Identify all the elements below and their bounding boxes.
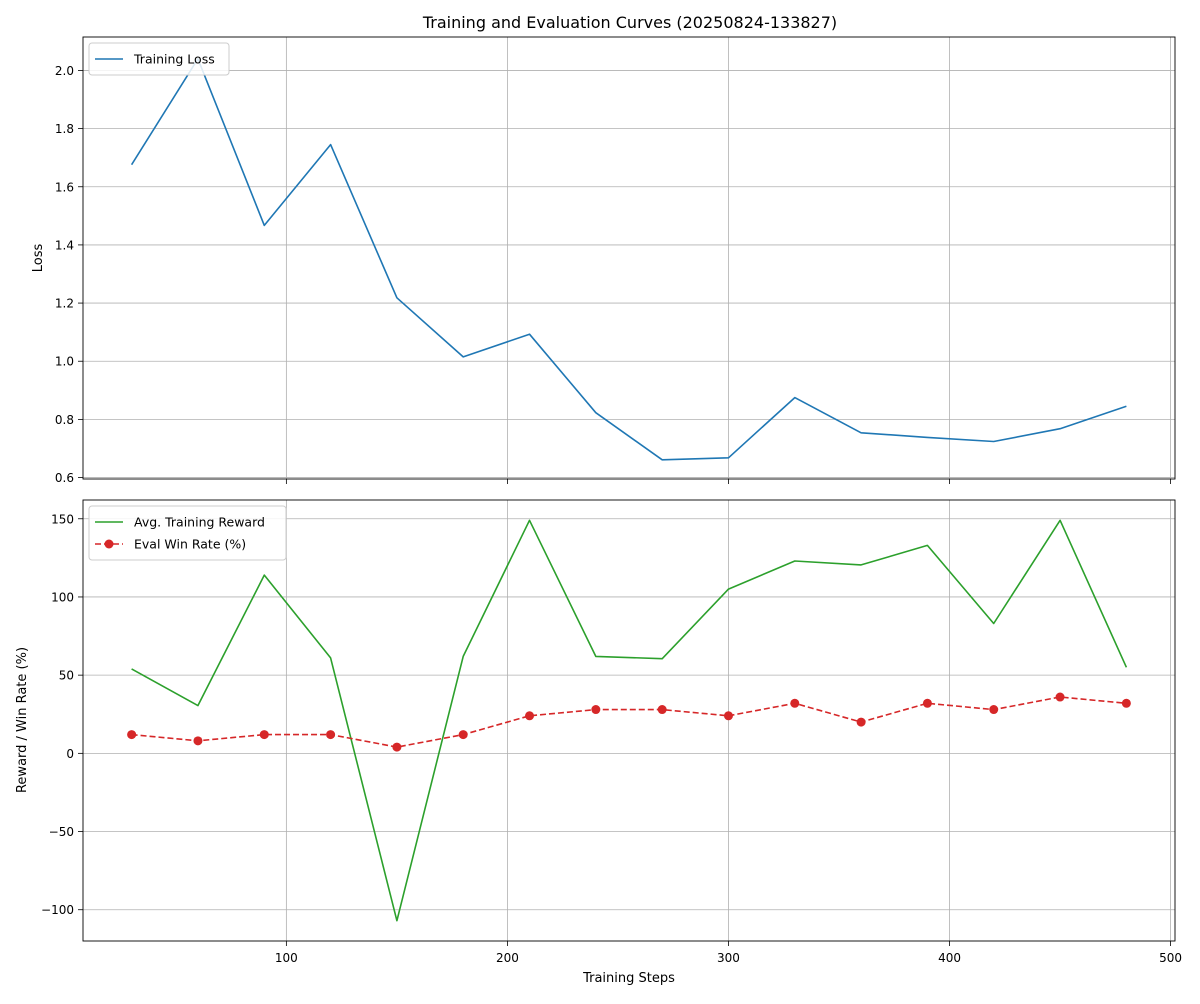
reward-xtick-label: 200 [496,951,519,965]
winrate-point [856,717,866,727]
reward-ylabel: Reward / Win Rate (%) [15,647,30,793]
loss-legend-box [88,42,230,76]
reward-ytick-label: −100 [41,903,74,917]
winrate-point [790,698,800,708]
reward-grid [83,500,1175,941]
loss-ytick-label: 1.2 [55,297,74,311]
winrate-point [989,705,999,715]
winrate-point [922,698,932,708]
winrate-point [723,711,733,721]
winrate-point [1121,698,1131,708]
reward-ytick-label: 150 [51,512,74,526]
reward-ytick-label: 100 [51,590,74,604]
loss-ylabel: Loss [31,244,46,273]
reward-legend-marker [104,539,114,549]
winrate-point [127,730,137,740]
loss-ytick-label: 1.0 [55,355,74,369]
winrate-point [193,736,203,746]
reward-series-line-1 [131,696,1127,748]
loss-ytick-label: 1.4 [55,238,74,252]
winrate-point [458,730,468,740]
loss-grid [83,37,1175,479]
winrate-point [525,711,535,721]
reward-xlabel: Training Steps [582,971,675,986]
reward-ytick-label: −50 [49,825,74,839]
loss-ytick-label: 1.6 [55,180,74,194]
reward-ytick-label: 0 [66,747,74,761]
winrate-point [326,730,336,740]
winrate-point [591,705,601,715]
loss-panel: Loss 0.6 0.8 1.0 1.2 1.4 1.6 1.8 2.0 Training Lo… [31,36,1176,485]
loss-ytick-label: 0.8 [55,413,74,427]
loss-axes-frame [82,36,1176,480]
winrate-point [657,705,667,715]
reward-ytick-label: 50 [59,669,74,683]
loss-ytick-label: 2.0 [55,64,74,78]
reward-xtick-label: 300 [717,951,740,965]
reward-legend-label: Eval Win Rate (%) [134,537,246,552]
winrate-point [1055,692,1065,702]
reward-axes-frame [82,499,1176,942]
winrate-point [392,742,402,752]
loss-legend-label: Training Loss [133,52,215,67]
reward-xtick-label: 400 [938,951,961,965]
loss-ytick-label: 1.8 [55,122,74,136]
reward-xtick-label: 500 [1159,951,1182,965]
reward-legend-box [88,505,287,561]
reward-panel: Reward / Win Rate (%) Training Steps 100… [15,499,1182,986]
reward-legend-label: Avg. Training Reward [134,515,265,530]
winrate-point [259,730,269,740]
loss-ytick-label: 0.6 [55,471,74,485]
reward-series-line-0 [131,519,1128,922]
loss-series-line-0 [130,57,1127,461]
reward-xtick-label: 100 [275,951,298,965]
chart-title: Training and Evaluation Curves (20250824… [422,13,837,32]
